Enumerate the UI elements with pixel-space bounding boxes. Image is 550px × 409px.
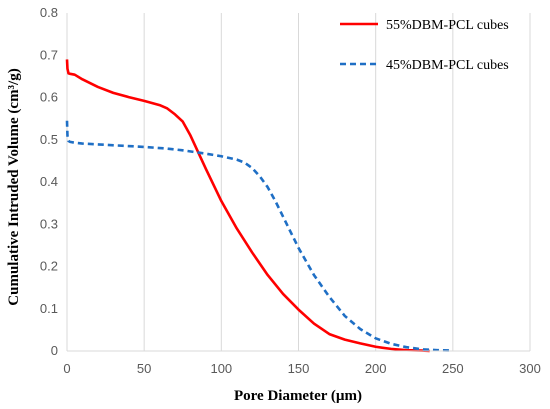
x-axis-title: Pore Diameter (µm): [234, 388, 362, 404]
y-axis-title: Cumulative Intruded Volume (cm³/g): [6, 68, 22, 305]
y-tick-label: 0.5: [40, 132, 58, 147]
legend: 55%DBM-PCL cubes 45%DBM-PCL cubes: [340, 18, 509, 73]
x-axis-ticks: 0 50 100 150 200 250 300: [63, 361, 540, 376]
x-tick-label: 50: [137, 361, 151, 376]
y-tick-label: 0: [51, 343, 58, 358]
grid: [66, 13, 531, 351]
y-tick-label: 0.1: [40, 301, 58, 316]
x-tick-label: 300: [519, 361, 541, 376]
legend-label-45-dbm: 45%DBM-PCL cubes: [386, 58, 509, 73]
x-tick-label: 150: [288, 361, 310, 376]
series-line-1: [65, 120, 453, 352]
series-line-0: [65, 59, 430, 353]
y-axis-ticks: 0 0.1 0.2 0.3 0.4 0.5 0.6 0.7 0.8: [40, 5, 58, 358]
x-tick-label: 200: [365, 361, 387, 376]
y-tick-label: 0.4: [40, 174, 58, 189]
legend-label-55-dbm: 55%DBM-PCL cubes: [386, 18, 509, 33]
x-tick-label: 100: [210, 361, 232, 376]
y-tick-label: 0.3: [40, 216, 58, 231]
series-lines: [65, 59, 453, 353]
y-tick-label: 0.8: [40, 5, 58, 20]
y-tick-label: 0.7: [40, 47, 58, 62]
x-tick-label: 250: [442, 361, 464, 376]
y-tick-label: 0.6: [40, 90, 58, 105]
y-tick-label: 0.2: [40, 259, 58, 274]
x-tick-label: 0: [63, 361, 70, 376]
